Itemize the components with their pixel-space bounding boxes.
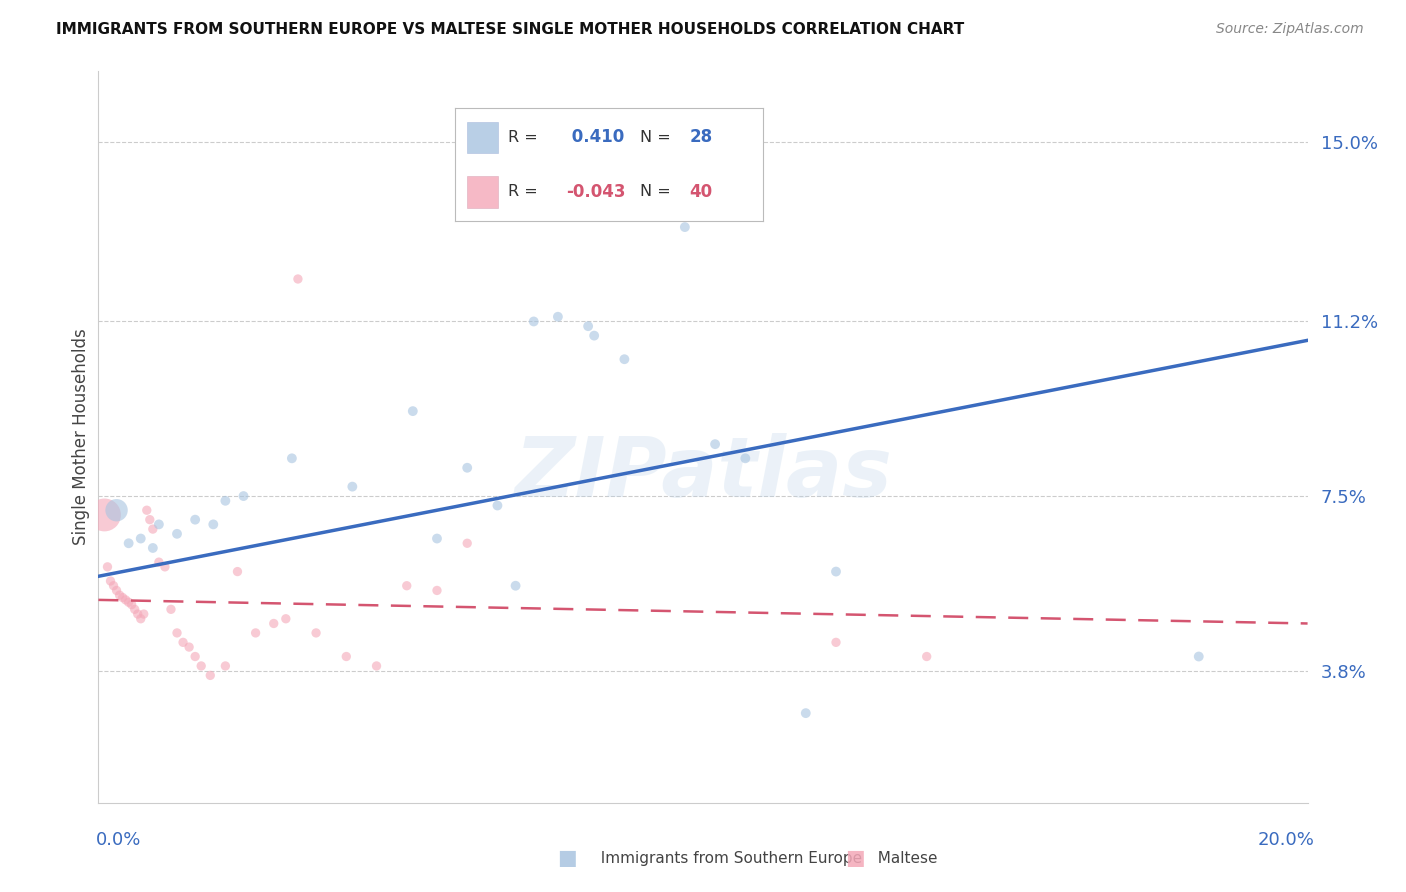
Text: 20.0%: 20.0% (1258, 831, 1315, 849)
Point (172, 635, 194, 649)
Point (127, 607, 149, 621)
Point (366, 659, 388, 673)
Point (456, 536, 478, 550)
Point (105, 503, 128, 517)
Point (576, 319, 599, 334)
Point (274, 612, 297, 626)
Point (179, 640, 201, 654)
Point (335, 649, 357, 664)
Text: Source: ZipAtlas.com: Source: ZipAtlas.com (1216, 22, 1364, 37)
Point (184, 649, 207, 664)
Point (93, 508, 115, 522)
Point (118, 536, 141, 550)
Point (456, 460, 478, 475)
Point (135, 503, 157, 517)
Point (103, 579, 125, 593)
Point (142, 541, 165, 555)
Text: IMMIGRANTS FROM SOUTHERN EUROPE VS MALTESE SINGLE MOTHER HOUSEHOLDS CORRELATION : IMMIGRANTS FROM SOUTHERN EUROPE VS MALTE… (56, 22, 965, 37)
Point (583, 328, 606, 343)
Point (825, 635, 848, 649)
Point (200, 668, 222, 682)
Point (166, 526, 188, 541)
Text: 0.0%: 0.0% (96, 831, 141, 849)
Point (96, 559, 118, 574)
Point (704, 437, 727, 451)
Point (114, 593, 136, 607)
Point (402, 404, 425, 418)
Point (153, 559, 176, 574)
Point (160, 602, 183, 616)
Point (129, 532, 152, 546)
Point (523, 314, 546, 328)
Point (111, 591, 134, 605)
Point (118, 595, 141, 609)
Point (226, 565, 249, 579)
Point (202, 517, 225, 532)
Point (108, 588, 131, 602)
Point (263, 616, 285, 631)
Point (129, 612, 152, 626)
Point (547, 310, 569, 324)
Point (142, 522, 165, 536)
Point (184, 513, 207, 527)
Point (613, 352, 636, 367)
Point (673, 220, 696, 235)
Point (281, 451, 304, 466)
Y-axis label: Single Mother Households: Single Mother Households (72, 329, 90, 545)
Point (305, 626, 328, 640)
Point (794, 706, 817, 720)
Point (121, 598, 143, 612)
Text: ZIPatlas: ZIPatlas (515, 434, 891, 514)
Point (734, 451, 756, 466)
Text: Maltese: Maltese (868, 851, 936, 865)
Point (486, 499, 509, 513)
Point (287, 272, 309, 286)
Point (825, 565, 848, 579)
Point (190, 659, 212, 673)
Point (148, 517, 170, 532)
Point (232, 489, 254, 503)
Point (166, 626, 188, 640)
Point (426, 583, 449, 598)
Point (505, 579, 527, 593)
Point (1188, 649, 1211, 664)
Point (100, 574, 122, 588)
Text: ■: ■ (845, 848, 865, 868)
Point (426, 532, 449, 546)
Point (124, 602, 146, 616)
Point (342, 480, 364, 494)
Point (245, 626, 267, 640)
Point (105, 583, 128, 598)
Point (915, 649, 938, 664)
Point (214, 659, 236, 673)
Text: ■: ■ (557, 848, 576, 868)
Point (139, 513, 162, 527)
Point (395, 579, 418, 593)
Point (148, 555, 170, 569)
Point (132, 607, 155, 621)
Text: Immigrants from Southern Europe: Immigrants from Southern Europe (591, 851, 862, 865)
Point (214, 493, 236, 508)
